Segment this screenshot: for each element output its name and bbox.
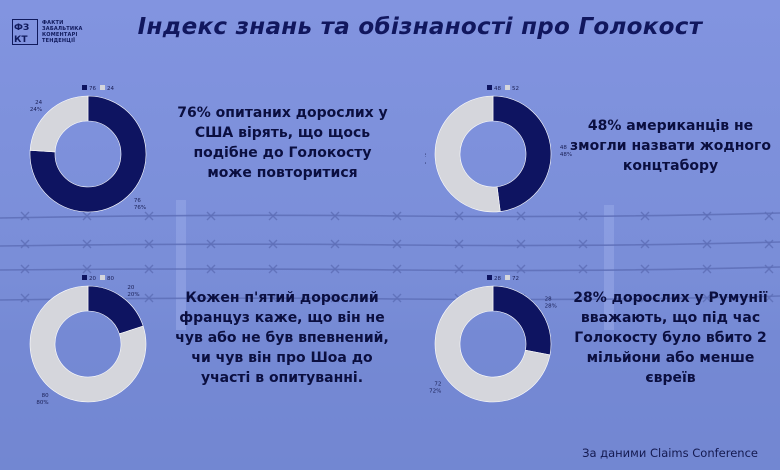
slice-label: 72 [434,382,441,388]
donut-slice [492,95,552,212]
logo-line: КОМЕНТАРІ [42,32,78,38]
caption-line: може повторитися [207,165,358,181]
slice-label: 80% [36,400,48,406]
legend-swatch [100,85,105,90]
page-title: Індекс знань та обізнаності про Голокост [137,14,703,40]
logo-line: ФАКТИ [42,20,64,26]
logo-text: ФАКТИ ЗАБАЛЬТИКА КОМЕНТАРІ ТЕНДЕНЦІЇ [42,20,83,44]
slice-label: 80 [42,393,49,399]
legend-label: 76 [89,86,96,92]
legend-swatch [487,275,492,280]
slice-label: 20% [127,292,139,298]
slice-label: 28% [545,303,557,309]
caption-line: вважають, що під час [580,310,761,326]
slice-label: 72% [429,389,441,395]
slice-label: 28 [545,296,552,302]
slice-label: 76 [134,198,141,204]
logo-mark-icon: ФЗ КТ [12,19,38,45]
logo-line: ЗАБАЛЬТИКА [42,26,83,32]
caption-line: концтабору [622,158,719,174]
slice-label: 76% [134,205,146,211]
caption-line: участі в опитуванні. [200,370,364,386]
caption-line: Голокосту було вбито 2 [574,330,767,346]
caption-usa-camps: 48% американців не змогли назвати жодног… [568,116,773,176]
caption-line: француз каже, що він не [179,310,385,326]
source-note: За даними Claims Conference [582,446,758,460]
caption-line: змогли назвати жодного [570,138,771,154]
slice-label: 24 [35,100,42,106]
donut-slice [492,285,552,356]
legend-swatch [100,275,105,280]
legend-swatch [82,85,87,90]
logo-line: ТЕНДЕНЦІЇ [42,38,76,44]
caption-line: подібне до Голокосту [193,145,372,161]
svg-text:КТ: КТ [14,35,28,45]
slice-label: 48% [560,152,572,158]
caption-france: Кожен п'ятий дорослий француз каже, що в… [166,288,398,388]
caption-line: чи чув він про Шоа до [191,350,373,366]
chart-legend: 20 80 [82,275,114,282]
legend-label: 48 [494,86,501,92]
legend-swatch [487,85,492,90]
slice-label: 20 [127,285,134,291]
donut-slice [29,285,147,403]
donut-slice [29,95,89,153]
donut-slice [434,285,551,403]
chart-legend: 28 72 [487,275,519,282]
caption-line: Кожен п'ятий дорослий [185,290,379,306]
legend-label: 80 [107,276,114,282]
legend-label: 72 [512,276,519,282]
caption-line: 48% американців не [587,118,754,134]
donut-slice [29,95,147,213]
legend-label: 52 [512,86,519,92]
donut-slice [434,95,501,213]
legend-label: 28 [494,276,501,282]
legend-swatch [505,275,510,280]
legend-label: 20 [89,276,96,282]
caption-line: мільйони або менше [586,350,755,366]
svg-text:ФЗ: ФЗ [14,23,29,33]
caption-line: чув або не був впевнений, [175,330,389,346]
slice-label: 52 [425,153,426,159]
slice-label: 52% [425,160,426,166]
legend-swatch [505,85,510,90]
caption-usa-repeat: 76% опитаних дорослих у США вірять, що щ… [170,103,395,183]
legend-label: 24 [107,86,114,92]
caption-line: США вірять, що щось [194,125,371,141]
chart-legend: 48 52 [487,85,519,92]
caption-line: 28% дорослих у Румунії [573,290,768,306]
chart-legend: 76 24 [82,85,114,92]
caption-line: євреїв [645,370,696,386]
legend-swatch [82,275,87,280]
logo: ФЗ КТ ФАКТИ ЗАБАЛЬТИКА КОМЕНТАРІ ТЕНДЕНЦ… [12,18,84,46]
slice-label: 48 [560,145,567,151]
slice-label: 24% [30,107,42,113]
caption-romania: 28% дорослих у Румунії вважають, що під … [568,288,773,388]
caption-line: 76% опитаних дорослих у [177,105,388,121]
